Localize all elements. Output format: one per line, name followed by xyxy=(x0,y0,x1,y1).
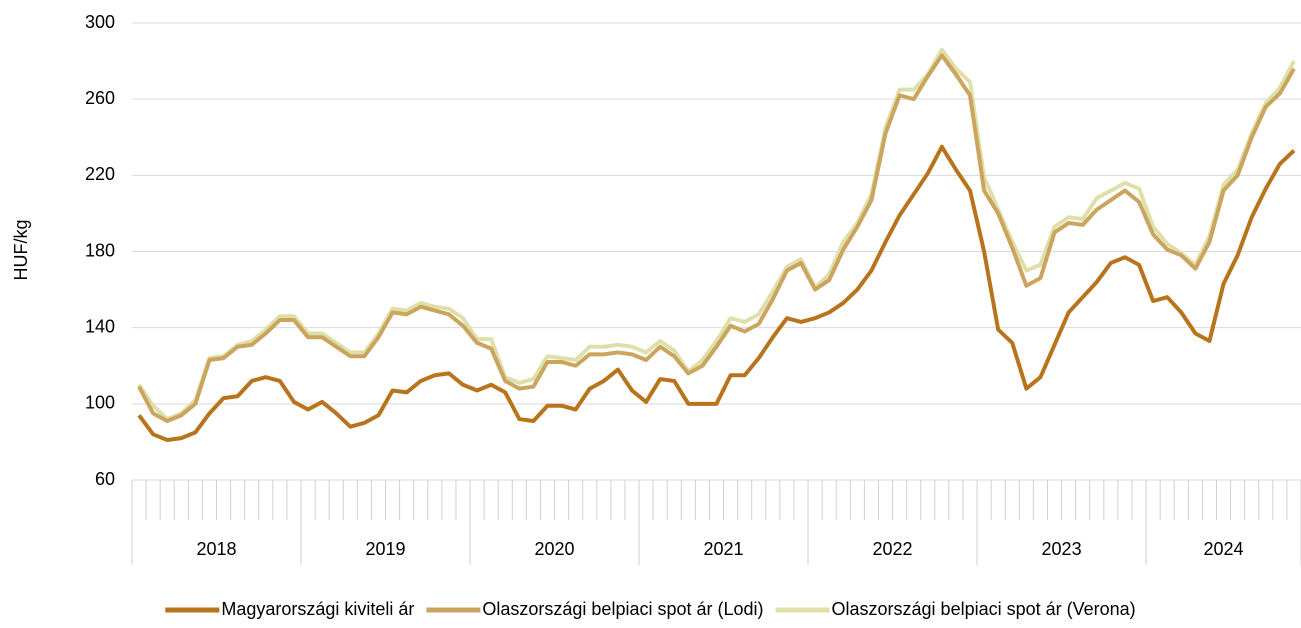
y-tick-label: 260 xyxy=(85,88,115,108)
y-tick-label: 60 xyxy=(95,469,115,489)
y-tick-label: 100 xyxy=(85,393,115,413)
series-line xyxy=(137,144,1296,443)
legend-label: Olaszországi belpiaci spot ár (Verona) xyxy=(832,599,1136,619)
x-tick-label: 2022 xyxy=(873,539,913,559)
x-tick-label: 2018 xyxy=(196,539,236,559)
y-tick-label: 140 xyxy=(85,316,115,336)
y-tick-label: 300 xyxy=(85,12,115,32)
legend-label: Magyarországi kiviteli ár xyxy=(221,599,414,619)
x-tick-label: 2021 xyxy=(704,539,744,559)
series-line xyxy=(137,53,1296,423)
series-line xyxy=(137,47,1296,422)
legend: Magyarországi kiviteli ár Olaszországi be… xyxy=(165,599,1136,619)
x-tick-label: 2020 xyxy=(535,539,575,559)
y-axis-label: HUF/kg xyxy=(11,219,31,280)
legend-label: Olaszországi belpiaci spot ár (Lodi) xyxy=(482,599,763,619)
x-tick-label: 2023 xyxy=(1042,539,1082,559)
x-tick-label: 2019 xyxy=(365,539,405,559)
x-tick-label: 2024 xyxy=(1204,539,1244,559)
y-tick-label: 180 xyxy=(85,240,115,260)
y-tick-label: 220 xyxy=(85,164,115,184)
